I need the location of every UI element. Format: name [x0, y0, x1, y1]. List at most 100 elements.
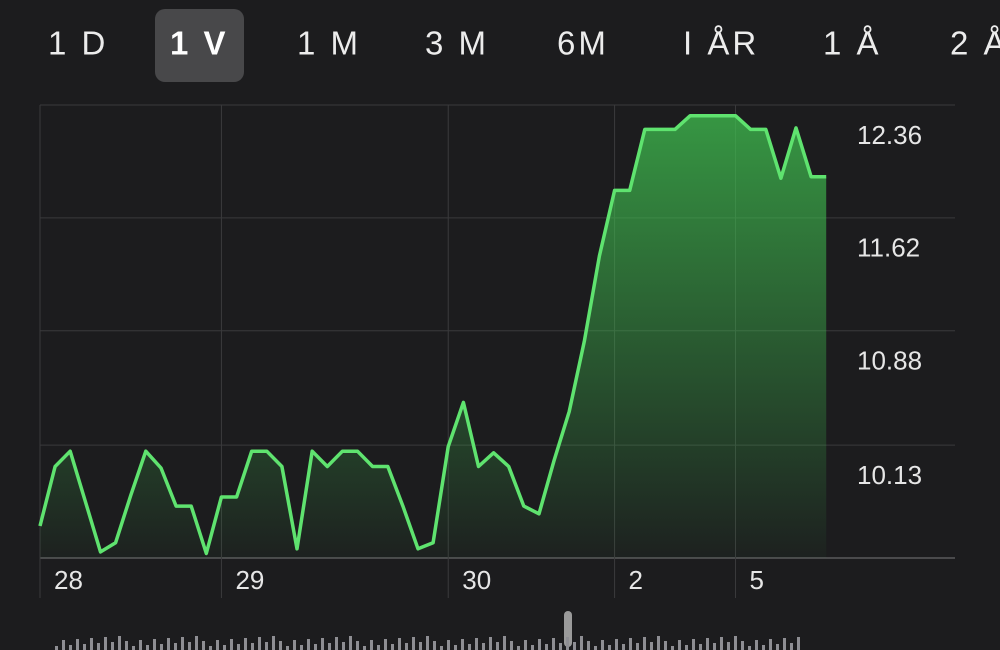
volume-tick: [657, 636, 660, 650]
volume-tick: [90, 638, 93, 650]
volume-tick: [83, 644, 86, 650]
volume-tick: [475, 638, 478, 650]
volume-tick: [314, 644, 317, 650]
tab-label[interactable]: 1 D: [48, 25, 108, 62]
volume-tick: [153, 639, 156, 650]
volume-tick: [552, 638, 555, 650]
volume-tick: [559, 643, 562, 650]
range-tab[interactable]: 1 V: [155, 9, 244, 82]
volume-tick: [174, 643, 177, 650]
volume-tick: [265, 642, 268, 650]
volume-tick: [748, 646, 751, 650]
volume-tick: [188, 642, 191, 650]
volume-tick: [524, 640, 527, 650]
volume-tick: [454, 645, 457, 650]
volume-tick: [125, 641, 128, 650]
volume-tick: [69, 645, 72, 650]
volume-tick: [580, 636, 583, 650]
volume-tick: [356, 641, 359, 650]
volume-tick: [111, 642, 114, 650]
y-tick-label: 12.36: [857, 120, 922, 150]
x-tick-label: 28: [54, 565, 83, 595]
volume-tick: [272, 636, 275, 650]
volume-tick: [573, 642, 576, 650]
price-line: [38, 113, 827, 556]
volume-tick: [104, 637, 107, 650]
x-tick-label: 5: [750, 565, 764, 595]
volume-tick: [349, 636, 352, 650]
y-tick-label: 10.88: [857, 346, 922, 376]
volume-tick: [790, 643, 793, 650]
tab-label[interactable]: 3 M: [425, 25, 489, 62]
volume-tick: [720, 637, 723, 650]
range-tab[interactable]: 6M: [557, 25, 609, 62]
volume-tick: [440, 646, 443, 650]
volume-tick: [118, 636, 121, 650]
volume-tick: [328, 643, 331, 650]
volume-tick: [412, 637, 415, 650]
range-tab[interactable]: 1 Å: [823, 25, 882, 62]
range-tab[interactable]: I ÅR: [683, 25, 759, 62]
volume-tick: [342, 642, 345, 650]
volume-tick: [510, 641, 513, 650]
chart: 12.36 11.62 10.88 10.13 28 29 30 2 5: [38, 104, 955, 598]
volume-tick: [692, 639, 695, 650]
tab-label[interactable]: 2 Å: [950, 25, 1000, 62]
volume-tick: [370, 640, 373, 650]
volume-tick: [251, 643, 254, 650]
range-tabs: 1 D 1 V 1 M 3 M 6M I ÅR 1 Å 2 Å: [48, 9, 1000, 82]
volume-tick: [300, 645, 303, 650]
volume-tick: [76, 639, 79, 650]
volume-tick: [398, 638, 401, 650]
volume-tick: [713, 643, 716, 650]
tab-label[interactable]: 1 M: [297, 25, 361, 62]
volume-tick: [167, 638, 170, 650]
tab-label[interactable]: 1 Å: [823, 25, 882, 62]
volume-tick: [538, 639, 541, 650]
volume-tick: [664, 641, 667, 650]
volume-tick: [776, 644, 779, 650]
range-tab[interactable]: 2 Å: [950, 25, 1000, 62]
volume-tick: [321, 638, 324, 650]
volume-tick: [237, 644, 240, 650]
volume-tick: [426, 636, 429, 650]
x-tick-label: 29: [235, 565, 264, 595]
volume-tick: [209, 646, 212, 650]
volume-tick: [195, 636, 198, 650]
volume-tick: [258, 637, 261, 650]
volume-tick: [223, 645, 226, 650]
volume-tick: [503, 636, 506, 650]
volume-tick: [97, 643, 100, 650]
volume-tick: [671, 646, 674, 650]
volume-tick: [384, 639, 387, 650]
volume-tick: [363, 646, 366, 650]
volume-tick: [307, 639, 310, 650]
volume-tick: [545, 644, 548, 650]
volume-tick: [377, 645, 380, 650]
volume-tick: [615, 639, 618, 650]
volume-tick: [335, 637, 338, 650]
volume-tick: [762, 645, 765, 650]
volume-tick: [244, 638, 247, 650]
volume-tick: [181, 637, 184, 650]
tab-label[interactable]: I ÅR: [683, 25, 759, 62]
range-tab[interactable]: 3 M: [425, 25, 489, 62]
volume-tick: [405, 643, 408, 650]
volume-tick: [685, 645, 688, 650]
range-tab[interactable]: 1 M: [297, 25, 361, 62]
y-tick-label: 10.13: [857, 460, 922, 490]
volume-tick: [706, 638, 709, 650]
volume-tick: [433, 641, 436, 650]
volume-tick: [139, 640, 142, 650]
volume-tick: [293, 640, 296, 650]
tab-highlight: [155, 9, 244, 82]
volume-tick: [517, 646, 520, 650]
tab-label[interactable]: 1 V: [170, 25, 229, 62]
volume-tick: [531, 645, 534, 650]
x-tick-label: 2: [629, 565, 643, 595]
volume-tick: [216, 640, 219, 650]
tab-label[interactable]: 6M: [557, 25, 609, 62]
volume-tick: [783, 638, 786, 650]
range-tab[interactable]: 1 D: [48, 25, 108, 62]
